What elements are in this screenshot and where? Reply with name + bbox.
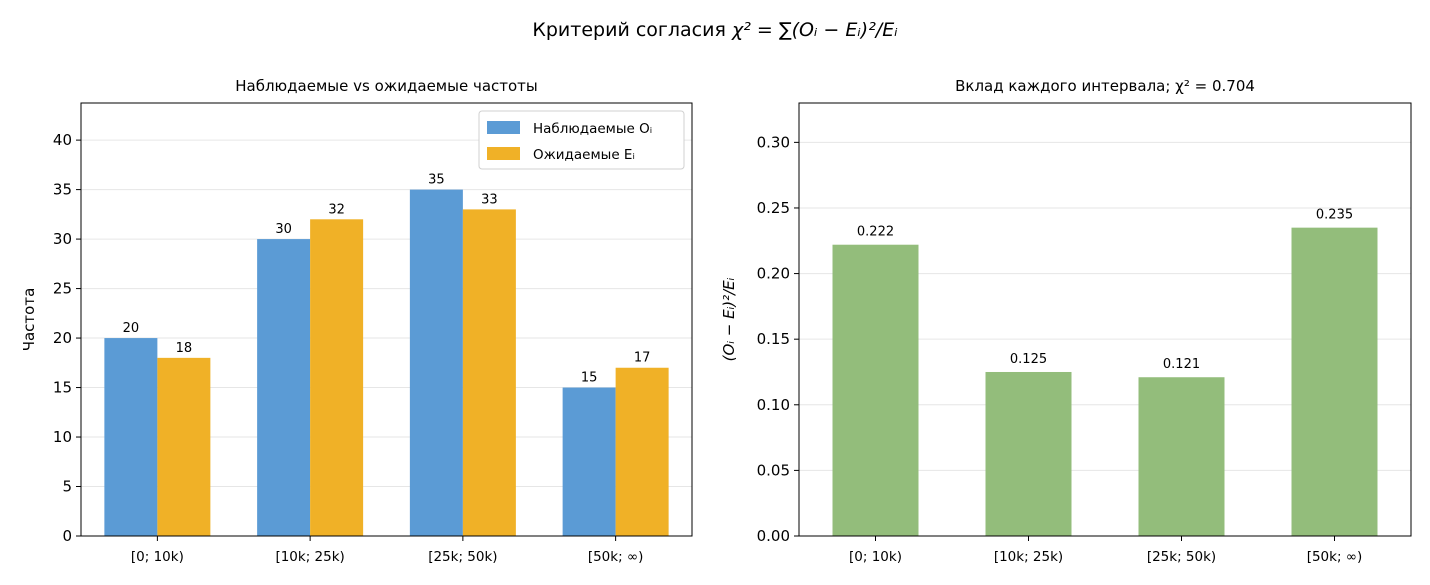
data-label: 0.121 xyxy=(1163,357,1200,372)
suptitle-prefix: Критерий согласия xyxy=(532,19,726,41)
x-tick-label: [0; 10k) xyxy=(131,549,184,565)
x-tick-label: [10k; 25k) xyxy=(994,549,1063,565)
bar-observed xyxy=(257,239,311,537)
y-tick-label: 0.05 xyxy=(757,461,790,479)
axes-frame xyxy=(80,102,693,537)
axes-title: Вклад каждого интервала; χ² = 0.704 xyxy=(955,77,1255,95)
legend-label: Наблюдаемые Oᵢ xyxy=(533,121,652,137)
bar-contribution xyxy=(985,371,1072,536)
data-label: 20 xyxy=(123,321,140,336)
y-tick-label: 40 xyxy=(53,131,72,149)
bar-observed xyxy=(409,189,463,536)
legend-swatch xyxy=(487,121,520,134)
y-tick-label: 35 xyxy=(53,181,72,199)
data-label: 35 xyxy=(428,173,445,188)
x-tick-label: [50k; ∞) xyxy=(588,549,644,565)
suptitle-formula: χ² = ∑(Oᵢ − Eᵢ)²/Eᵢ xyxy=(731,19,898,41)
y-tick-label: 0.10 xyxy=(757,396,790,414)
y-tick-label: 0.30 xyxy=(757,133,790,151)
bar-observed xyxy=(104,338,158,536)
bar-observed xyxy=(562,387,616,536)
x-tick-label: [50k; ∞) xyxy=(1307,549,1363,565)
axes-title: Наблюдаемые vs ожидаемые частоты xyxy=(235,77,538,95)
legend-swatch xyxy=(487,147,520,160)
y-tick-label: 30 xyxy=(53,230,72,248)
x-tick-label: [25k; 50k) xyxy=(428,549,497,565)
y-tick-label: 5 xyxy=(62,478,72,496)
data-label: 30 xyxy=(275,222,292,237)
data-label: 18 xyxy=(176,341,193,356)
bar-contribution xyxy=(1291,227,1378,536)
data-label: 17 xyxy=(634,351,651,366)
y-tick-label: 0.00 xyxy=(757,527,790,545)
y-axis-label: (Oᵢ − Eᵢ)²/Eᵢ xyxy=(720,277,738,361)
bar-expected xyxy=(615,367,669,536)
legend-box xyxy=(478,110,685,170)
bar-contribution xyxy=(832,244,919,536)
x-tick-label: [0; 10k) xyxy=(849,549,902,565)
data-label: 15 xyxy=(581,371,598,386)
bar-expected xyxy=(310,219,364,536)
y-tick-label: 0.20 xyxy=(757,265,790,283)
axes-frame xyxy=(798,102,1412,537)
data-label: 32 xyxy=(328,202,345,217)
chart-legend: Наблюдаемые Oᵢ Ожидаемые Eᵢ xyxy=(478,110,685,170)
data-label: 0.125 xyxy=(1010,352,1047,367)
x-tick-label: [25k; 50k) xyxy=(1147,549,1216,565)
y-tick-label: 10 xyxy=(53,428,72,446)
y-tick-label: 15 xyxy=(53,379,72,397)
y-tick-label: 0 xyxy=(62,527,72,545)
data-label: 0.222 xyxy=(857,225,894,240)
x-tick-label: [10k; 25k) xyxy=(275,549,344,565)
data-label: 0.235 xyxy=(1316,208,1353,223)
y-tick-label: 0.15 xyxy=(757,330,790,348)
chart-left-panel: 0 5 10 15 20 25 30 35 40 20 18 30 32 35 33 15 17 [0; 10k)… xyxy=(20,77,693,565)
y-tick-label: 25 xyxy=(53,280,72,298)
bar-expected xyxy=(157,357,211,536)
y-axis-label: Частота xyxy=(20,288,38,352)
chart-right-panel: 0.00 0.05 0.10 0.15 0.20 0.25 0.30 0.222 0.125 0.… xyxy=(720,77,1412,565)
figure-suptitle: Критерий согласия χ² = ∑(Oᵢ − Eᵢ)²/Eᵢ xyxy=(532,19,897,41)
y-tick-label: 0.25 xyxy=(757,199,790,217)
bar-contribution xyxy=(1138,377,1225,536)
bar-expected xyxy=(462,209,516,536)
y-tick-label: 20 xyxy=(53,329,72,347)
data-label: 33 xyxy=(481,192,498,207)
legend-label: Ожидаемые Eᵢ xyxy=(533,147,635,163)
